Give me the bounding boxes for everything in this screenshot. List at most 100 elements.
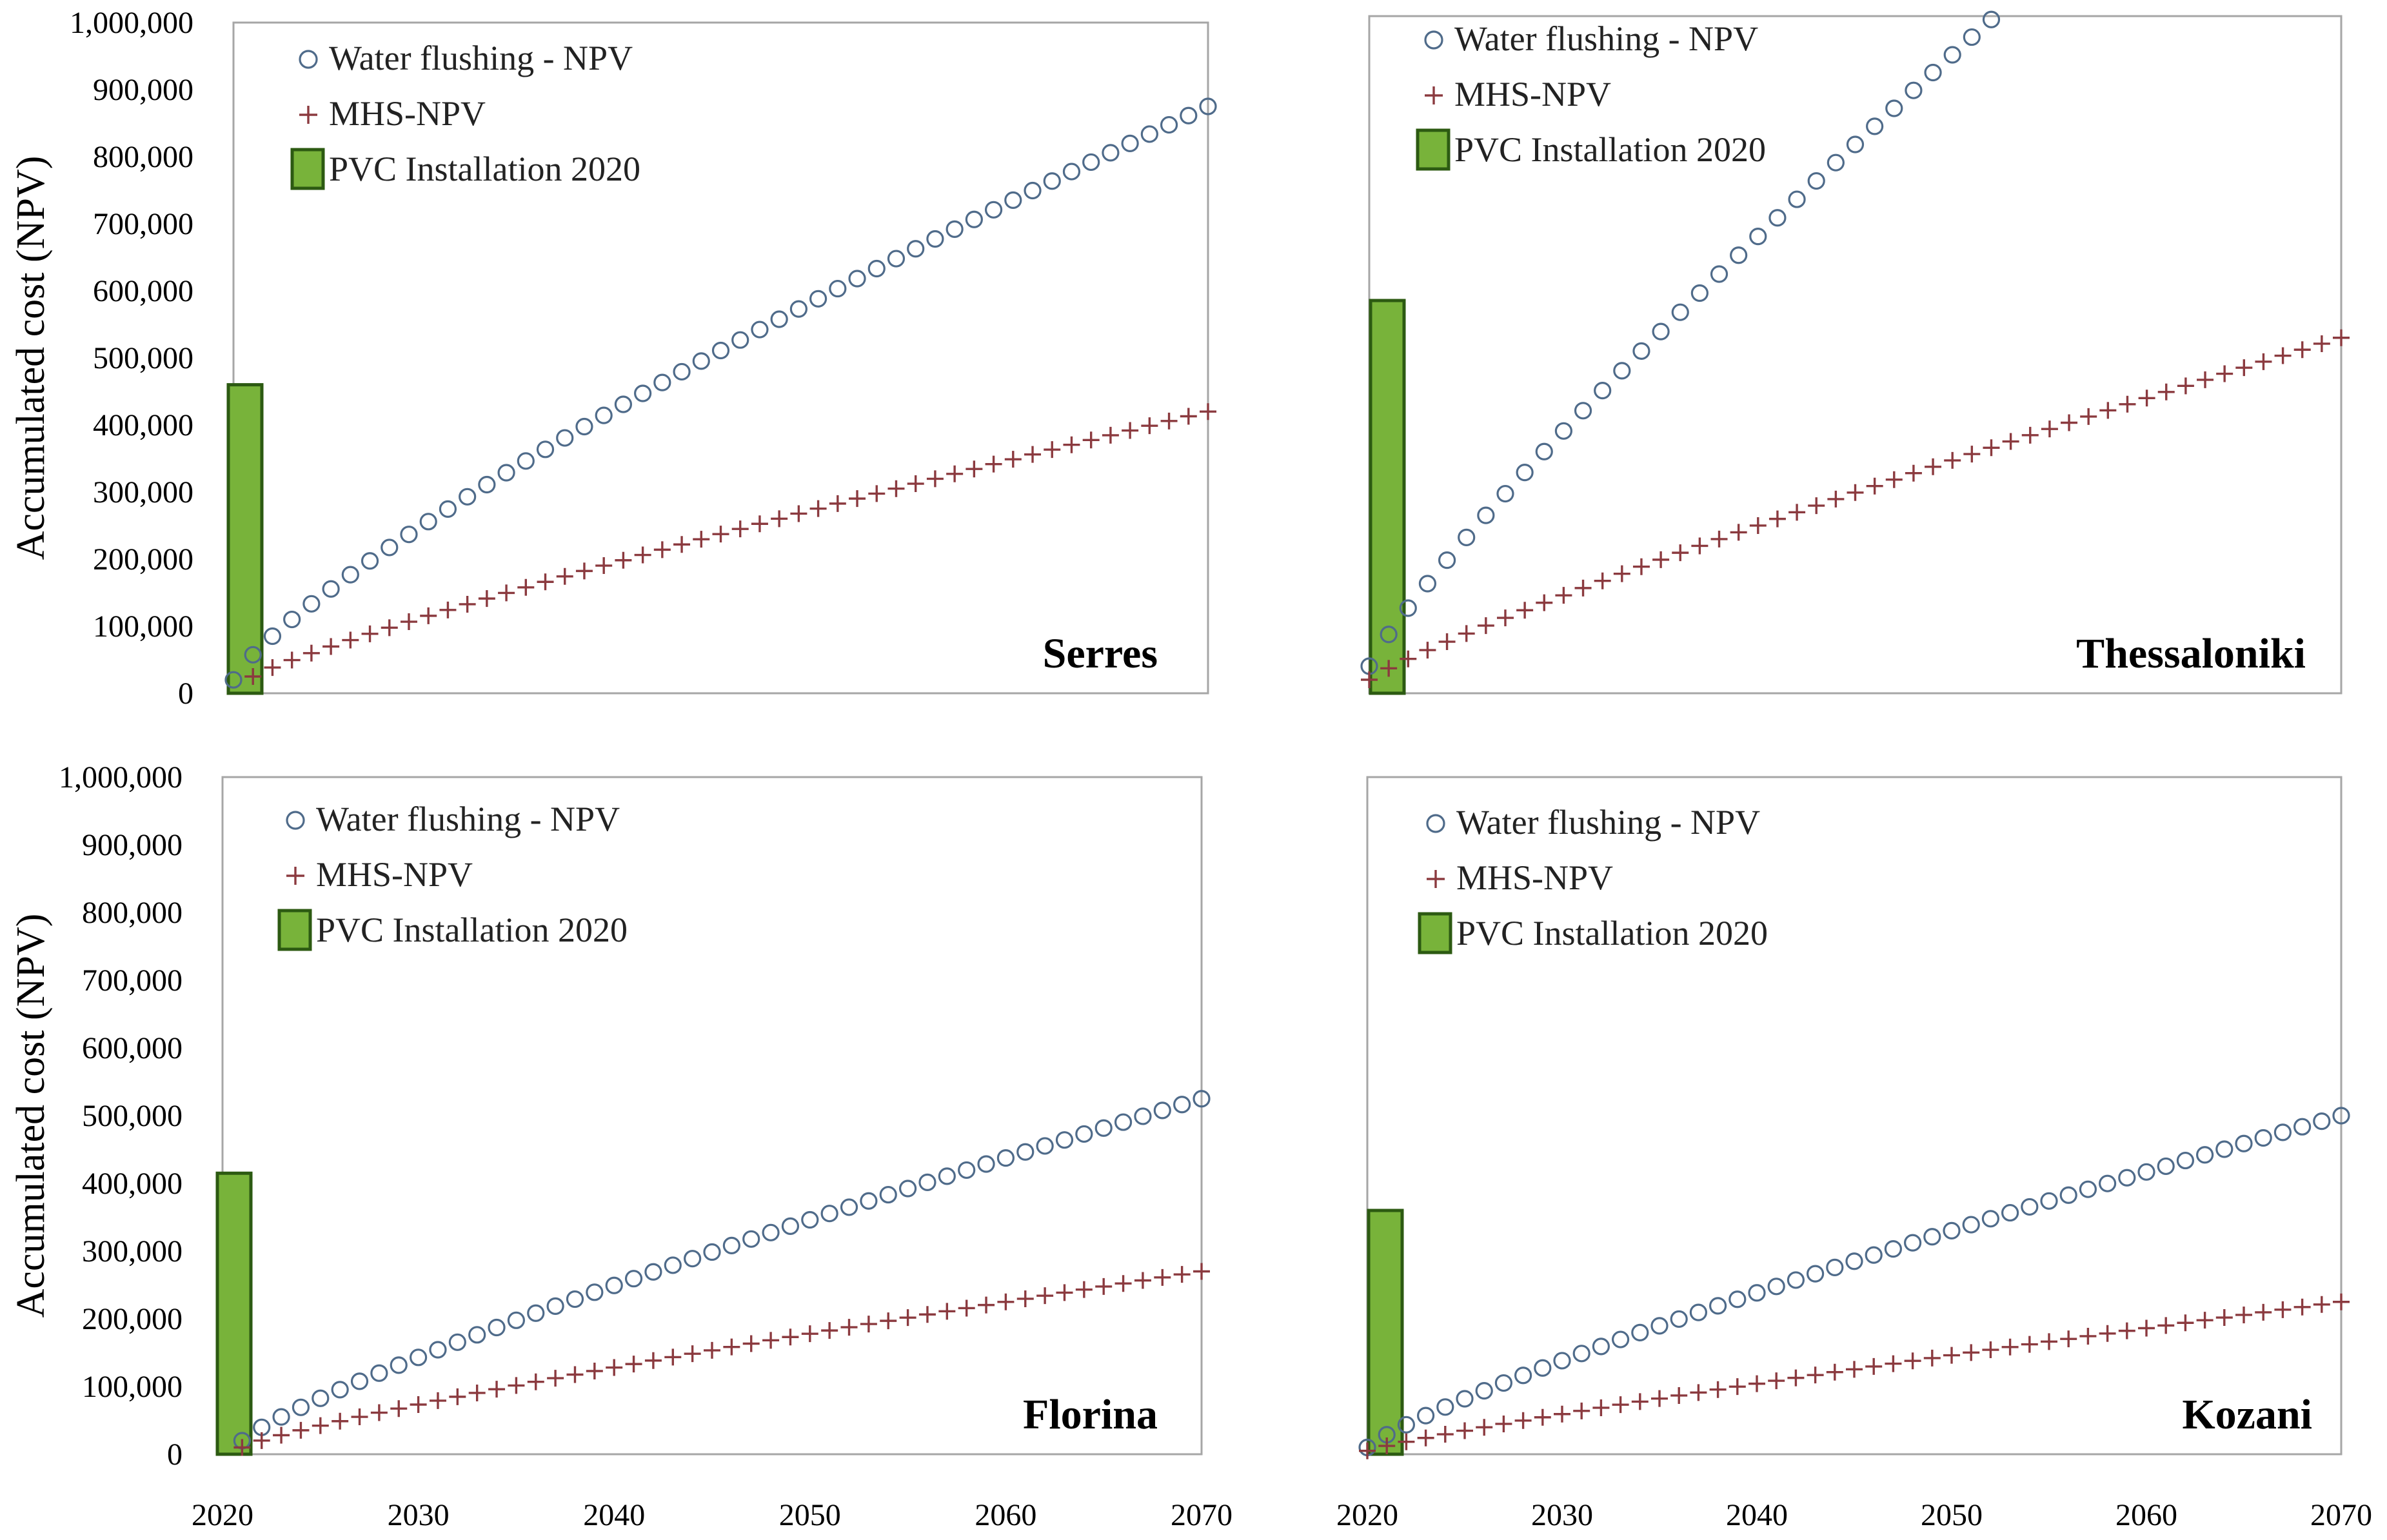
water-flushing-point	[722, 1236, 740, 1254]
water-flushing-point	[536, 440, 555, 459]
mhs-point	[887, 480, 905, 497]
water-flushing-point	[1845, 1252, 1863, 1270]
mhs-point	[978, 1296, 995, 1314]
y-tick-label: 0	[167, 1437, 183, 1472]
water-flushing-point	[958, 1161, 976, 1180]
x-tick-label: 2020	[192, 1498, 253, 1532]
water-flushing-point	[302, 595, 321, 613]
legend-mhs-marker	[1425, 86, 1443, 104]
water-flushing-point	[2196, 1146, 2214, 1164]
y-tick-label: 500,000	[82, 1099, 183, 1133]
pvc-installation-bar	[226, 383, 264, 695]
water-flushing-point	[1534, 1359, 1552, 1377]
water-flushing-point	[634, 384, 652, 402]
water-flushing-point	[1514, 1367, 1532, 1385]
mhs-point	[926, 470, 944, 488]
mhs-point	[2235, 1306, 2252, 1323]
mhs-point	[1943, 1347, 1960, 1364]
x-tick-label: 2040	[1726, 1498, 1788, 1532]
mhs-point	[1114, 1275, 1132, 1292]
mhs-point	[1904, 1352, 1921, 1370]
mhs-point	[1514, 1412, 1532, 1429]
water-flushing-point	[2332, 1107, 2350, 1125]
mhs-point	[1846, 1361, 1863, 1378]
water-flushing-point	[809, 290, 827, 308]
mhs-point	[575, 562, 593, 580]
x-tick-label: 2020	[1336, 1498, 1398, 1532]
water-flushing-point	[312, 1389, 330, 1407]
water-flushing-point	[996, 1149, 1015, 1167]
water-flushing-point	[1826, 1258, 1844, 1277]
mhs-point	[2293, 1298, 2311, 1316]
water-flushing-point	[1594, 382, 1612, 400]
water-flushing-point	[1807, 1265, 1825, 1283]
water-flushing-series	[1358, 1107, 2350, 1457]
mhs-point	[2021, 1336, 2038, 1353]
y-tick-label: 700,000	[93, 207, 193, 241]
legend-pvc-label: PVC Installation 2020	[329, 150, 640, 188]
water-flushing-point	[653, 373, 671, 391]
legend-water-marker	[1426, 814, 1445, 833]
water-flushing-point	[1397, 1416, 1415, 1434]
water-flushing-point	[1748, 1284, 1766, 1302]
y-tick-label: 600,000	[93, 274, 193, 308]
water-flushing-point	[1036, 1137, 1054, 1155]
mhs-point	[899, 1309, 916, 1327]
mhs-point	[1141, 417, 1158, 435]
mhs-point	[625, 1356, 642, 1373]
water-flushing-point	[1749, 228, 1767, 246]
water-flushing-point	[419, 513, 437, 531]
water-flushing-point	[2313, 1112, 2331, 1130]
mhs-point	[264, 659, 281, 676]
mhs-point	[723, 1338, 740, 1356]
mhs-point	[478, 590, 495, 607]
mhs-point	[420, 607, 437, 624]
water-flushing-point	[409, 1348, 428, 1367]
mhs-point	[1963, 446, 1981, 463]
mhs-point	[2060, 1330, 2077, 1348]
water-flushing-point	[566, 1290, 584, 1308]
mhs-point	[1438, 633, 1456, 651]
y-tick-label: 200,000	[82, 1302, 183, 1336]
mhs-point	[644, 1352, 662, 1369]
mhs-point	[439, 601, 457, 618]
water-flushing-point	[684, 1250, 702, 1268]
mhs-point	[2177, 377, 2194, 395]
water-flushing-point	[1114, 1113, 1133, 1131]
mhs-point	[985, 455, 1002, 473]
mhs-point	[2196, 1312, 2214, 1329]
water-flushing-point	[390, 1356, 408, 1374]
legend-pvc-marker	[290, 148, 325, 190]
legend-mhs-marker	[286, 867, 304, 885]
mhs-point	[966, 460, 983, 478]
water-flushing-point	[1981, 1210, 1999, 1228]
mhs-point	[1173, 1266, 1191, 1283]
water-flushing-point	[1140, 125, 1158, 143]
water-flushing-point	[1905, 81, 1923, 99]
mhs-series	[244, 403, 1216, 685]
water-flushing-point	[527, 1304, 545, 1322]
mhs-point	[2080, 408, 2097, 425]
water-flushing-point	[1767, 1278, 1785, 1296]
mhs-point	[1024, 446, 1042, 463]
water-flushing-point	[1436, 1398, 1454, 1416]
x-tick-label: 2030	[388, 1498, 450, 1532]
x-tick-label: 2030	[1531, 1498, 1593, 1532]
water-flushing-point	[624, 1270, 643, 1288]
water-flushing-point	[1689, 1303, 1707, 1321]
plot-frame	[221, 776, 1203, 1456]
mhs-point	[527, 1373, 544, 1390]
mhs-point	[1160, 412, 1178, 429]
water-flushing-point	[742, 1230, 760, 1248]
water-flushing-point	[1884, 1240, 1902, 1258]
y-axis-label: Accumulated cost (NPV)	[9, 156, 53, 560]
mhs-point	[1477, 617, 1494, 635]
mhs-point	[390, 1400, 408, 1417]
water-flushing-point	[283, 610, 301, 629]
water-flushing-point	[1865, 1246, 1883, 1264]
water-flushing-point	[292, 1398, 310, 1416]
mhs-point	[1419, 642, 1436, 659]
mhs-point	[2001, 1338, 2019, 1356]
mhs-point	[880, 1312, 897, 1330]
x-tick-label: 2050	[779, 1498, 841, 1532]
